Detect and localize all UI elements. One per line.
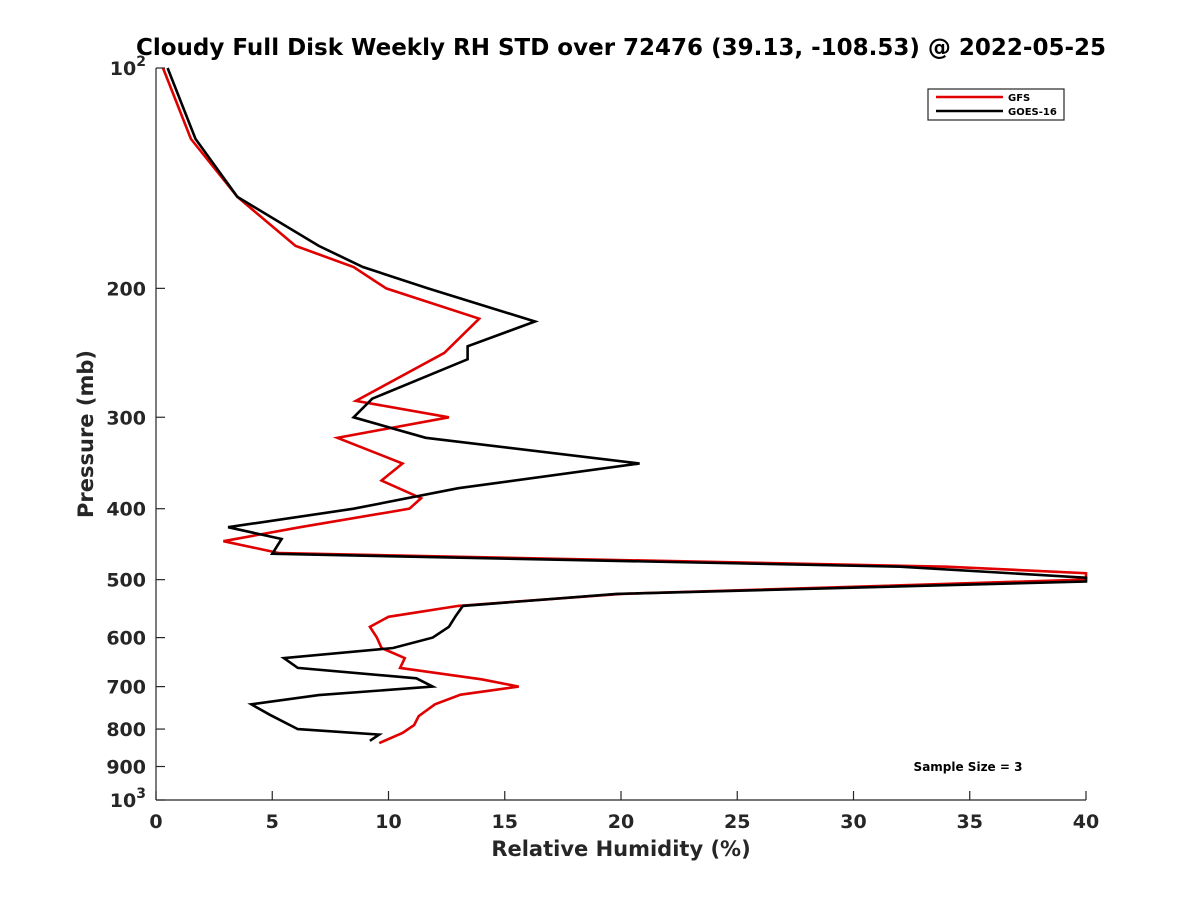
y-tick-label: 700 (106, 677, 146, 699)
y-tick-label: 900 (106, 757, 146, 779)
sample-size-annotation: Sample Size = 3 (914, 760, 1023, 774)
x-tick-label: 5 (266, 811, 279, 833)
series-line-gfs (161, 67, 1088, 745)
y-tick-label: 103 (110, 786, 146, 812)
x-tick-label: 35 (957, 811, 983, 833)
legend: GFS GOES-16 (927, 88, 1065, 121)
x-tick-label: 30 (840, 811, 866, 833)
x-tick-label: 15 (492, 811, 518, 833)
legend-box (927, 88, 1065, 121)
legend-label-goes16: GOES-16 (1008, 107, 1057, 118)
x-axis-ticks: 0 5 10 15 20 25 30 35 40 (149, 791, 1099, 833)
x-axis-label: Relative Humidity (%) (491, 837, 750, 861)
x-tick-label: 40 (1073, 811, 1099, 833)
x-tick-label: 20 (608, 811, 634, 833)
y-tick-label: 300 (106, 407, 146, 429)
x-tick-label: 10 (375, 811, 401, 833)
y-tick-label: 102 (110, 54, 146, 80)
y-tick-label: 400 (106, 499, 146, 521)
y-tick-label: 200 (106, 278, 146, 300)
legend-label-gfs: GFS (1008, 93, 1030, 104)
x-tick-label: 0 (149, 811, 162, 833)
y-axis-ticks: 102 200 300 400 500 600 700 800 900 103 (106, 54, 165, 812)
y-tick-label: 600 (106, 628, 146, 650)
y-axis-label: Pressure (mb) (74, 350, 98, 518)
series-line-goes16 (166, 67, 1088, 742)
plot-area (155, 67, 1088, 801)
y-tick-label: 800 (106, 719, 146, 741)
x-tick-label: 25 (724, 811, 750, 833)
y-tick-label: 500 (106, 570, 146, 592)
chart-title: Cloudy Full Disk Weekly RH STD over 7247… (136, 35, 1106, 61)
series-layer (161, 67, 1088, 745)
